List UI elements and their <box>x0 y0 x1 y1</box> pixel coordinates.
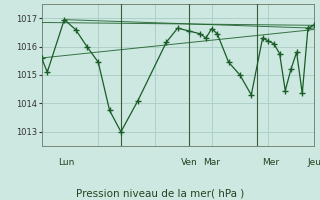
Text: Pression niveau de la mer( hPa ): Pression niveau de la mer( hPa ) <box>76 188 244 198</box>
Text: Ven: Ven <box>180 158 197 167</box>
Text: Lun: Lun <box>59 158 75 167</box>
Text: Mar: Mar <box>203 158 220 167</box>
Text: Mer: Mer <box>263 158 280 167</box>
Text: Jeu: Jeu <box>308 158 320 167</box>
